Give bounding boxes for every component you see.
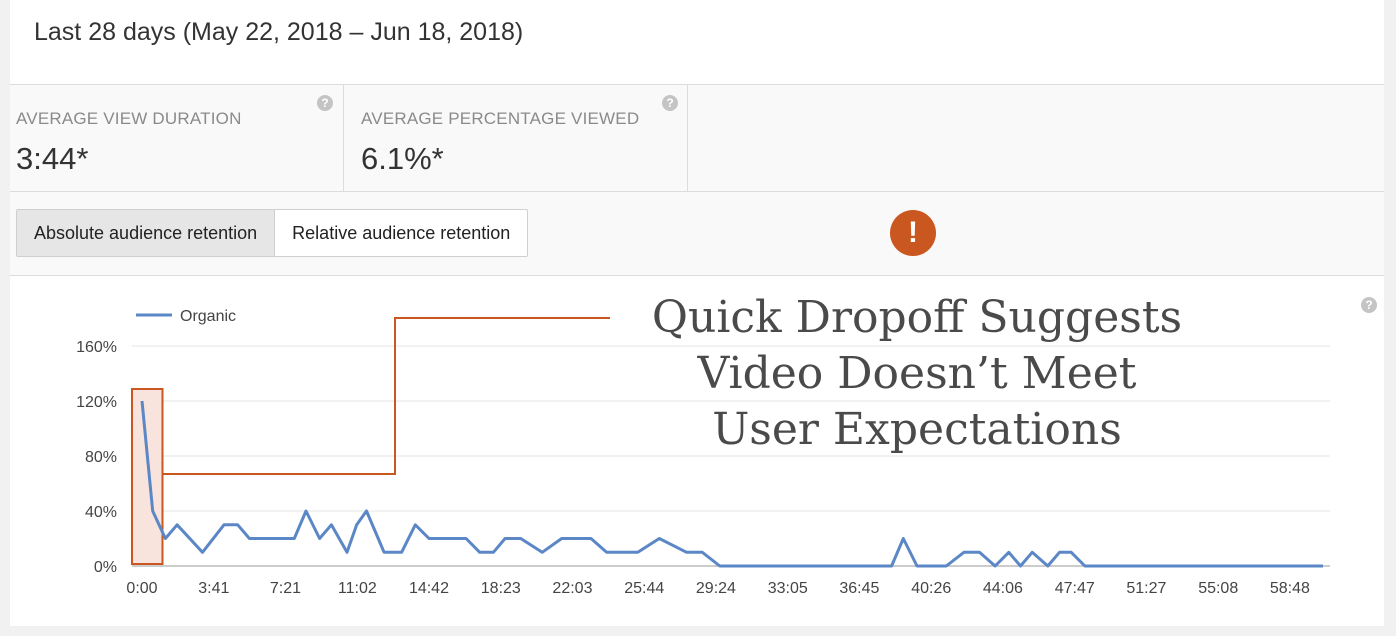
metric-label: AVERAGE PERCENTAGE VIEWED: [361, 109, 640, 128]
x-tick-label: 33:05: [768, 580, 808, 597]
relative-retention-button[interactable]: Relative audience retention: [275, 210, 528, 256]
x-tick-label: 11:02: [338, 580, 377, 597]
annotation-line: User Expectations: [712, 404, 1122, 455]
annotation-line: Video Doesn’t Meet: [697, 348, 1137, 399]
axis-layer: 0% 40% 80% 120% 160% 0:00 3:41 7:21 11:02 14:42 18…: [76, 339, 1310, 597]
y-tick-label: 160%: [76, 339, 117, 356]
y-tick-label: 40%: [85, 504, 117, 521]
analytics-panel: Last 28 days (May 22, 2018 – Jun 18, 201…: [10, 0, 1384, 626]
metric-value: 6.1%*: [361, 141, 444, 176]
chart-help-icon[interactable]: ?: [1361, 297, 1377, 313]
annotation-text: Quick Dropoff Suggests Video Doesn’t Mee…: [612, 290, 1222, 458]
alert-icon: !: [890, 210, 936, 256]
y-tick-label: 0%: [94, 559, 117, 576]
metric-average-percentage-viewed: AVERAGE PERCENTAGE VIEWED 6.1%* ?: [344, 85, 688, 191]
metric-value: 3:44*: [16, 141, 89, 176]
x-tick-label: 55:08: [1198, 580, 1238, 597]
x-tick-label: 0:00: [126, 580, 157, 597]
annotation-connector: [162, 317, 610, 475]
series-line-organic: [140, 400, 1323, 568]
y-tick-label: 120%: [76, 394, 117, 411]
date-range-header: Last 28 days (May 22, 2018 – Jun 18, 201…: [10, 0, 1384, 85]
help-icon[interactable]: ?: [662, 95, 678, 111]
x-tick-label: 36:45: [839, 580, 879, 597]
x-tick-label: 25:44: [624, 580, 664, 597]
x-tick-label: 18:23: [481, 580, 521, 597]
legend: Organic: [136, 308, 236, 325]
retention-toggle-bar: Absolute audience retention Relative aud…: [10, 192, 1384, 276]
legend-label: Organic: [180, 308, 236, 325]
date-range-label: Last 28 days (May 22, 2018 – Jun 18, 201…: [34, 18, 524, 46]
annotation-line: Quick Dropoff Suggests: [651, 292, 1183, 343]
x-tick-label: 29:24: [696, 580, 736, 597]
metric-average-view-duration: AVERAGE VIEW DURATION 3:44* ?: [10, 85, 344, 191]
highlight-box: [131, 388, 164, 565]
x-tick-label: 47:47: [1055, 580, 1095, 597]
absolute-retention-button[interactable]: Absolute audience retention: [17, 210, 276, 256]
x-tick-label: 14:42: [409, 580, 449, 597]
x-tick-label: 3:41: [198, 580, 229, 597]
y-tick-label: 80%: [85, 449, 117, 466]
x-tick-label: 22:03: [552, 580, 592, 597]
x-tick-label: 40:26: [911, 580, 951, 597]
retention-toggle-group: Absolute audience retention Relative aud…: [16, 209, 529, 257]
help-icon[interactable]: ?: [317, 95, 333, 111]
metrics-row: AVERAGE VIEW DURATION 3:44* ? AVERAGE PE…: [10, 85, 1384, 192]
x-tick-label: 7:21: [270, 580, 301, 597]
metric-label: AVERAGE VIEW DURATION: [16, 109, 242, 128]
x-tick-label: 58:48: [1270, 580, 1310, 597]
x-tick-label: 51:27: [1126, 580, 1166, 597]
annotation-layer: [131, 317, 610, 565]
x-tick-label: 44:06: [983, 580, 1023, 597]
series-layer: [140, 400, 1323, 568]
